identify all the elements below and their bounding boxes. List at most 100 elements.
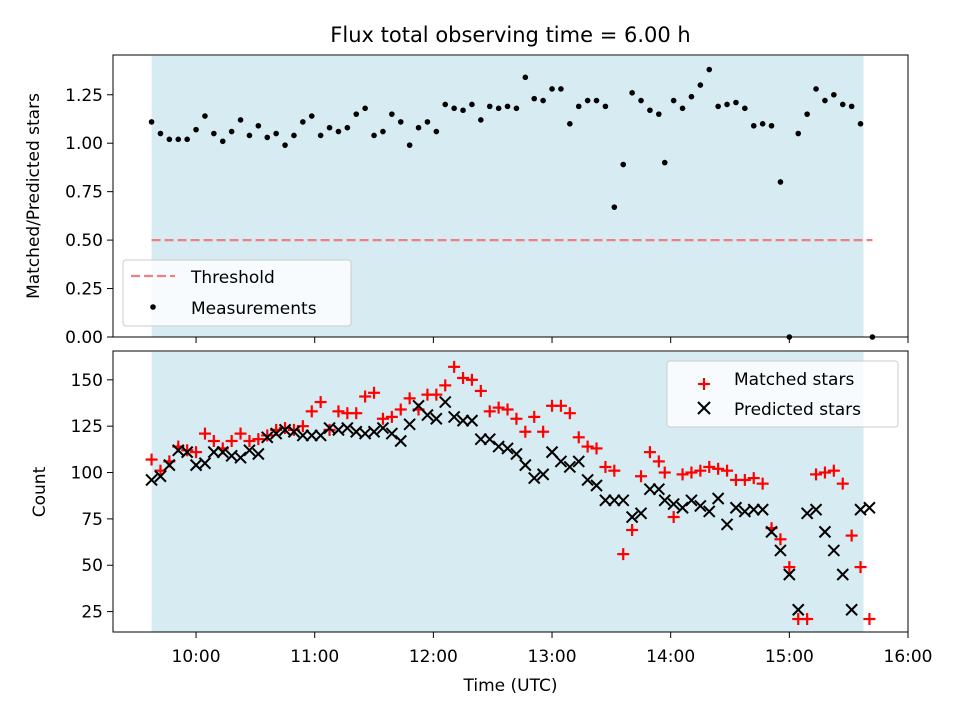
measurement-point [469, 102, 475, 108]
measurement-point [558, 86, 564, 92]
bottom-x-tick-label: 14:00 [646, 647, 695, 667]
measurement-point [478, 117, 484, 123]
measurement-point [442, 102, 448, 108]
bottom-x-tick-label: 12:00 [409, 647, 458, 667]
measurement-point [211, 131, 217, 137]
measurement-point [751, 123, 757, 129]
bottom-panel: 255075100125150 10:00 11:00 12:00 13:00 14:0… [30, 351, 933, 696]
measurement-point [247, 133, 253, 139]
measurement-point [671, 98, 677, 104]
bottom-y-tick-label: 125 [71, 417, 103, 437]
measurement-point [184, 137, 190, 143]
top-x-ticks [196, 337, 908, 343]
measurement-point [273, 131, 279, 137]
measurement-point [638, 98, 644, 104]
measurement-point [813, 86, 819, 92]
top-y-axis-label: Matched/Predicted stars [24, 93, 44, 299]
measurement-point [778, 179, 784, 185]
bottom-x-tick-label: 13:00 [528, 647, 577, 667]
measurement-point [451, 106, 457, 112]
measurement-point [858, 121, 864, 127]
measurement-point [715, 104, 721, 110]
measurement-point [540, 98, 546, 104]
measurement-point [760, 121, 766, 127]
measurement-point [656, 111, 662, 117]
top-y-tick-label: 0.25 [65, 280, 103, 300]
measurement-point [822, 98, 828, 104]
measurement-point [769, 123, 775, 129]
bottom-legend: Matched stars Predicted stars [667, 361, 898, 427]
measurement-point [662, 160, 668, 166]
top-y-tick-label: 0.75 [65, 183, 103, 203]
measurement-point [840, 102, 846, 108]
measurement-point [220, 138, 226, 144]
bottom-y-ticks: 255075100125150 [71, 371, 113, 623]
bottom-y-tick-label: 25 [81, 603, 103, 623]
measurement-point [229, 129, 235, 135]
measurement-point [256, 123, 262, 129]
measurement-point [362, 106, 368, 112]
measurement-point [804, 111, 810, 117]
bottom-x-axis-label: Time (UTC) [463, 676, 558, 696]
bottom-x-tick-label: 10:00 [172, 647, 221, 667]
bottom-x-tick-label: 16:00 [884, 647, 933, 667]
measurement-point [371, 133, 377, 139]
top-y-tick-label: 1.25 [65, 86, 103, 106]
measurement-point [380, 129, 386, 135]
bottom-x-tick-label: 15:00 [765, 647, 814, 667]
measurement-point [505, 104, 511, 110]
bottom-x-tick-label: 11:00 [290, 647, 339, 667]
measurement-point [202, 113, 208, 119]
measurement-point [680, 106, 686, 112]
measurement-point [193, 127, 199, 133]
measurement-point [336, 129, 342, 135]
measurement-point [724, 102, 730, 108]
measurement-point [353, 111, 359, 117]
measurement-point [345, 125, 351, 131]
measurement-point [620, 162, 626, 168]
top-title: Flux total observing time = 6.00 h [330, 23, 690, 47]
measurement-point [795, 131, 801, 137]
measurement-point [264, 135, 270, 141]
measurement-point [531, 96, 537, 102]
measurement-point [282, 142, 288, 148]
measurement-point [594, 98, 600, 104]
measurements-legend-label: Measurements [191, 299, 317, 319]
measurement-point [742, 106, 748, 112]
predicted-legend-label: Predicted stars [734, 400, 861, 420]
measurement-point [318, 133, 324, 139]
measurement-point [523, 75, 529, 81]
measurement-point [487, 104, 493, 110]
measurement-point [647, 107, 653, 113]
measurement-point [549, 86, 555, 92]
measurement-point [398, 119, 404, 125]
measurement-point [831, 92, 837, 98]
measurement-point [706, 67, 712, 73]
measurement-point [149, 119, 155, 125]
top-y-tick-label: 0.50 [65, 231, 103, 251]
matched-legend-label: Matched stars [734, 370, 854, 390]
bottom-x-ticks: 10:00 11:00 12:00 13:00 14:00 15:00 16:00 [172, 632, 933, 667]
measurement-point [291, 133, 297, 139]
measurement-point [629, 90, 635, 96]
measurement-point [567, 121, 573, 127]
measurement-point [300, 119, 306, 125]
measurement-point [460, 107, 466, 113]
top-y-ticks: 0.000.250.500.751.001.25 [65, 86, 113, 348]
top-panel: Flux total observing time = 6.00 h 0.000… [24, 23, 908, 348]
measurement-point [849, 104, 855, 110]
measurement-point [175, 137, 181, 143]
measurement-point [389, 111, 395, 117]
bottom-y-tick-label: 75 [81, 510, 103, 530]
measurements-legend-swatch [150, 304, 156, 310]
measurement-point [238, 117, 244, 123]
bottom-y-tick-label: 150 [71, 371, 103, 391]
measurement-point [585, 98, 591, 104]
measurement-point [698, 82, 704, 88]
bottom-y-tick-label: 50 [81, 556, 103, 576]
measurement-point [603, 104, 609, 110]
measurement-point [407, 142, 413, 148]
figure: Flux total observing time = 6.00 h 0.000… [0, 0, 960, 720]
measurement-point [576, 104, 582, 110]
measurement-point [514, 106, 520, 112]
